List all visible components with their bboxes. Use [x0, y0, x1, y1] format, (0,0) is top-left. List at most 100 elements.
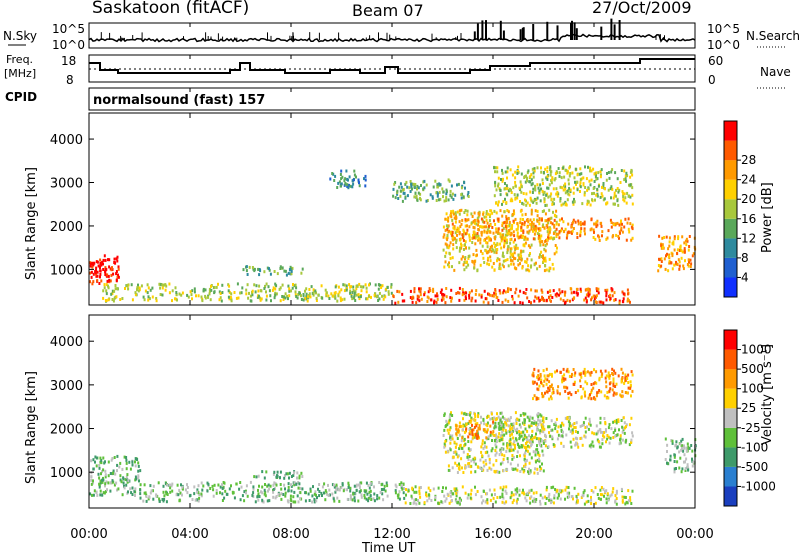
velocity-cell: [298, 482, 301, 486]
velocity-cell: [536, 382, 538, 386]
power-cell: [91, 282, 94, 286]
power-cell: [472, 225, 475, 229]
power-cell: [528, 253, 531, 257]
velocity-cell: [519, 413, 522, 417]
velocity-cell: [567, 396, 570, 400]
velocity-cell: [166, 493, 169, 496]
power-cell: [357, 178, 360, 182]
power-cell: [506, 170, 509, 174]
power-cell: [445, 190, 448, 194]
power-cell: [485, 212, 488, 216]
power-cell: [514, 180, 517, 184]
power-cell: [213, 286, 216, 289]
power-cell: [583, 227, 586, 231]
velocity-cell: [570, 495, 573, 499]
power-cell: [379, 284, 382, 288]
power-cell: [532, 218, 535, 222]
power-cell: [339, 296, 342, 300]
power-cell: [510, 262, 513, 266]
velocity-cell: [605, 497, 608, 501]
velocity-cell: [372, 497, 375, 501]
velocity-cell: [603, 431, 606, 435]
velocity-cell: [572, 430, 574, 434]
power-cell: [692, 252, 695, 256]
power-cell: [522, 231, 525, 234]
power-cell: [567, 230, 570, 234]
velocity-cell: [525, 447, 528, 451]
velocity-cell: [631, 434, 634, 438]
velocity-cell: [498, 453, 501, 457]
power-cell: [550, 192, 553, 196]
velocity-cell: [528, 467, 530, 471]
velocity-cell: [539, 465, 541, 469]
power-cell: [269, 294, 272, 298]
velocity-cell: [462, 471, 465, 474]
power-cell: [558, 236, 561, 240]
power-cell: [102, 262, 104, 266]
velocity-cell: [418, 486, 421, 490]
power-cell: [306, 295, 309, 299]
power-cell: [592, 236, 595, 239]
velocity-cell: [207, 482, 210, 486]
power-cell: [99, 272, 102, 276]
power-cell: [680, 256, 683, 260]
noise-left-tick-low: 10^0: [52, 38, 85, 52]
velocity-cell: [551, 428, 554, 432]
velocity-cell: [402, 487, 405, 490]
velocity-cell: [454, 461, 457, 465]
power-cell: [351, 297, 354, 301]
nave-tick-60: 60: [708, 54, 723, 68]
velocity-cell: [459, 443, 462, 447]
velocity-cell: [623, 421, 626, 425]
velocity-cell: [123, 484, 125, 488]
power-cell: [539, 240, 542, 244]
velocity-cell: [666, 461, 668, 465]
power-cell: [611, 168, 614, 172]
power-cell: [504, 197, 506, 201]
power-cell: [402, 187, 405, 191]
velocity-cell: [540, 439, 543, 443]
velocity-cell: [539, 374, 542, 378]
velocity-cell: [329, 493, 331, 497]
velocity-cell: [98, 485, 101, 489]
velocity-cell: [671, 439, 674, 443]
velocity-cell: [611, 490, 614, 494]
power-cell: [93, 261, 96, 265]
velocity-cell: [612, 420, 615, 424]
power-cell: [613, 291, 616, 295]
velocity-cell: [130, 491, 133, 495]
power-cell: [547, 186, 550, 190]
time-tick-label: 12:00: [373, 527, 410, 542]
power-cell: [351, 179, 354, 183]
power-cell: [463, 230, 466, 234]
power-cell: [447, 198, 450, 202]
velocity-cell: [468, 419, 471, 423]
velocity-cell: [534, 453, 537, 457]
power-cell: [479, 238, 482, 242]
power-cell: [115, 270, 118, 273]
velocity-cell: [537, 451, 540, 455]
power-cell: [686, 263, 689, 266]
velocity-cell: [579, 385, 582, 388]
power-cell: [419, 290, 422, 294]
velocity-cell: [553, 423, 556, 426]
power-cell: [624, 217, 627, 221]
power-cell: [374, 283, 377, 287]
power-cell: [494, 170, 496, 174]
power-cell: [494, 223, 497, 226]
power-cell: [495, 201, 497, 205]
power-cell: [346, 184, 349, 188]
power-cell: [676, 248, 679, 252]
power-cell: [589, 169, 592, 173]
power-cell: [136, 286, 139, 290]
power-cell: [440, 298, 443, 302]
station-title: Saskatoon (fitACF): [92, 0, 249, 18]
velocity-cell: [530, 435, 533, 439]
velocity-cell: [326, 492, 329, 496]
power-cell: [564, 185, 567, 189]
power-cell: [506, 166, 509, 170]
velocity-cell: [531, 440, 534, 444]
velocity-cell: [678, 450, 681, 454]
power-cell: [219, 296, 222, 300]
power-cell: [450, 210, 453, 214]
